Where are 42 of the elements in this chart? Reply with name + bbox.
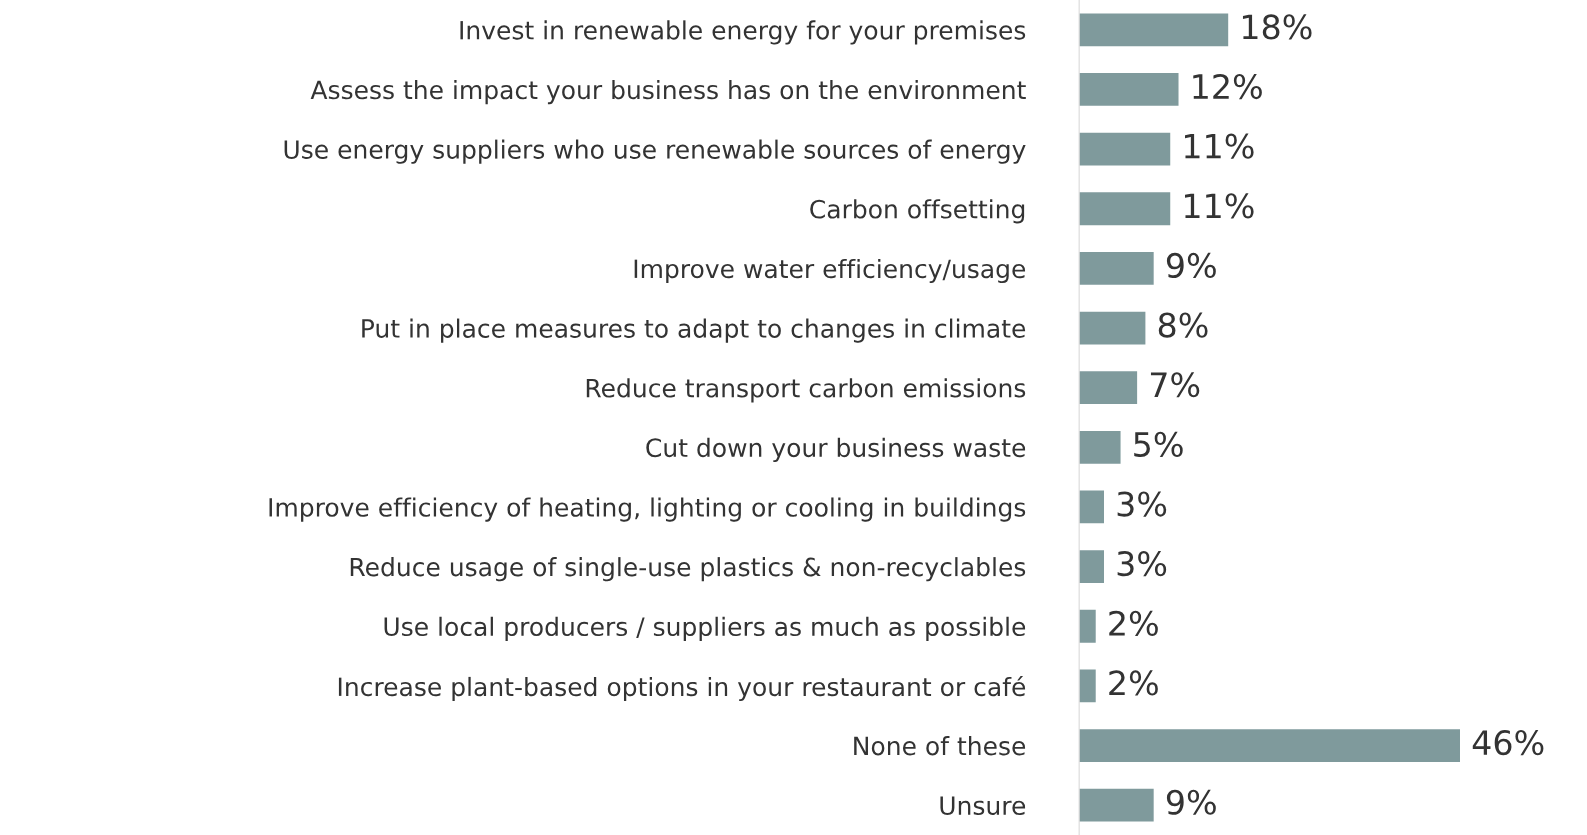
bar — [1079, 550, 1104, 584]
data-label: 11% — [1185, 133, 1254, 159]
y-tick-label: Reduce transport carbon emissions — [586, 378, 1026, 403]
bar — [1079, 13, 1229, 47]
data-label: 3% — [1117, 551, 1167, 577]
y-tick-label: Use energy suppliers who use renewable sources of energy — [284, 139, 1026, 164]
y-tick-label: None of these — [854, 736, 1026, 756]
data-label: 46% — [1472, 729, 1544, 756]
bar — [1079, 490, 1104, 524]
bar — [1079, 73, 1179, 106]
data-label: 18% — [1242, 14, 1312, 40]
bar — [1079, 192, 1171, 226]
y-tick-label: Use local producers / suppliers as much as possible — [384, 616, 1026, 641]
bar — [1079, 371, 1138, 405]
y-tick-label: Improve efficiency of heating, lighting or cooling in buildings — [269, 497, 1026, 522]
y-tick-label: Reduce usage of single-use plastics & non-recyclables — [350, 557, 1026, 582]
bar — [1079, 430, 1121, 464]
bar — [1079, 132, 1171, 166]
data-label: 11% — [1185, 193, 1254, 219]
data-label: 7% — [1150, 372, 1200, 398]
y-tick-label: Increase plant-based options in your restaurant or café — [338, 675, 1026, 702]
y-tick-label: Cut down your business waste — [646, 437, 1026, 463]
data-label: 3% — [1117, 491, 1167, 517]
bar — [1079, 609, 1096, 643]
bar — [1079, 311, 1146, 345]
bar — [1079, 788, 1154, 822]
data-label: 9% — [1166, 789, 1216, 815]
y-tick-label: Put in place measures to adapt to changes in climate — [362, 318, 1026, 343]
data-label: 12% — [1193, 73, 1262, 100]
data-label: 2% — [1109, 670, 1158, 696]
data-label: 8% — [1158, 312, 1208, 338]
bar — [1079, 729, 1461, 762]
y-tick-label: Unsure — [940, 796, 1026, 816]
bar — [1079, 669, 1096, 703]
data-label: 9% — [1166, 252, 1216, 279]
data-label: 5% — [1134, 431, 1183, 457]
y-tick-label: Improve water efficiency/usage — [634, 258, 1026, 284]
data-label: 2% — [1109, 610, 1158, 636]
y-tick-label: Carbon offsetting — [810, 199, 1025, 224]
bar — [1079, 251, 1154, 285]
y-tick-label: Invest in renewable energy for your premises — [460, 20, 1026, 45]
y-tick-label: Assess the impact your business has on the environment — [310, 79, 1026, 105]
